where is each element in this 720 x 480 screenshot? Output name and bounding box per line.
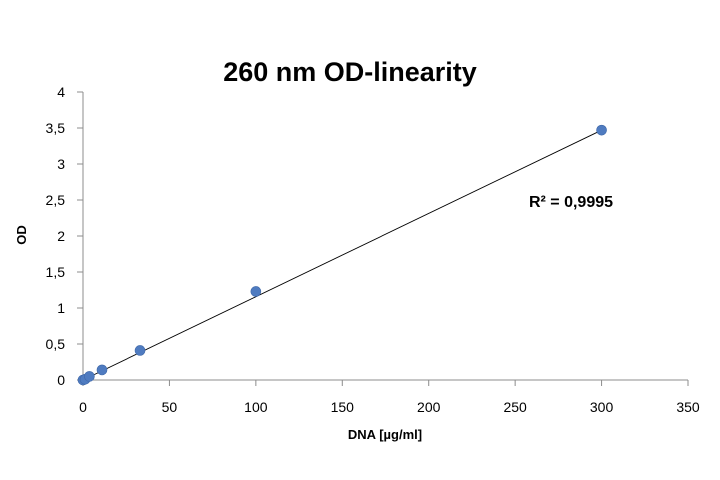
y-axis-label: OD (14, 225, 29, 245)
y-tick-label: 0,5 (46, 336, 66, 352)
y-tick-label: 3 (57, 156, 65, 172)
data-points (77, 124, 607, 386)
y-tick-label: 2 (57, 228, 65, 244)
x-tick-label: 350 (676, 399, 700, 415)
data-point (134, 345, 146, 356)
data-point (96, 364, 108, 376)
chart-title: 260 nm OD-linearity (223, 57, 477, 87)
linear-trendline (82, 129, 602, 381)
x-tick-label: 50 (162, 399, 178, 415)
y-tick-label: 0 (57, 372, 65, 388)
x-tick-label: 300 (590, 399, 614, 415)
trendline-layer (82, 129, 602, 381)
y-tick-label: 2,5 (46, 192, 66, 208)
x-tick-label: 0 (79, 399, 87, 415)
data-point (596, 124, 607, 136)
y-tick-label: 3,5 (46, 120, 66, 136)
x-tick-label: 100 (244, 399, 268, 415)
x-tick-label: 250 (503, 399, 527, 415)
x-tick-label: 150 (331, 399, 355, 415)
data-point (250, 286, 262, 297)
r-squared-annotation: R² = 0,9995 (529, 194, 613, 211)
x-axis-label: DNA [µg/ml] (348, 427, 422, 442)
data-point (84, 371, 95, 382)
y-tick-label: 1 (57, 300, 65, 316)
y-tick-label: 1,5 (46, 264, 66, 280)
y-tick-label: 4 (57, 84, 65, 100)
x-axis: 0 50 100 150 200 250 300 350 (79, 379, 700, 415)
x-tick-label: 200 (417, 399, 441, 415)
y-axis: 0 0,5 1 1,5 2 2,5 3 3,5 4 (46, 84, 84, 388)
